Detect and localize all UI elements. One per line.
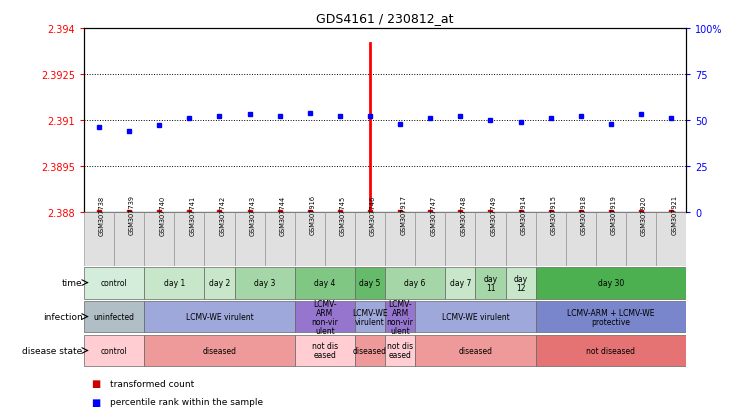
Text: GSM307749: GSM307749 bbox=[491, 195, 496, 235]
Bar bbox=[355, 212, 385, 266]
Text: infection: infection bbox=[43, 312, 82, 321]
Text: not diseased: not diseased bbox=[586, 346, 635, 355]
Bar bbox=[626, 212, 656, 266]
Bar bbox=[295, 335, 355, 367]
Text: GSM307740: GSM307740 bbox=[159, 195, 165, 235]
Text: day
11: day 11 bbox=[483, 274, 498, 292]
Text: GSM307744: GSM307744 bbox=[280, 195, 285, 235]
Bar bbox=[325, 212, 355, 266]
Bar bbox=[174, 212, 204, 266]
Text: GSM307918: GSM307918 bbox=[581, 195, 587, 235]
Text: GSM307738: GSM307738 bbox=[99, 195, 105, 235]
Text: GSM307916: GSM307916 bbox=[310, 195, 316, 235]
Bar bbox=[505, 212, 536, 266]
Bar bbox=[295, 267, 355, 299]
Bar bbox=[144, 335, 295, 367]
Bar bbox=[385, 212, 415, 266]
Bar bbox=[385, 301, 415, 333]
Text: day 7: day 7 bbox=[450, 278, 471, 287]
Bar bbox=[536, 267, 686, 299]
Text: LCMV-WE virulent: LCMV-WE virulent bbox=[442, 312, 510, 321]
Text: GSM307739: GSM307739 bbox=[129, 195, 135, 235]
Bar bbox=[295, 212, 325, 266]
Text: day 2: day 2 bbox=[209, 278, 230, 287]
Text: day 3: day 3 bbox=[254, 278, 275, 287]
Text: control: control bbox=[101, 346, 128, 355]
Text: percentile rank within the sample: percentile rank within the sample bbox=[110, 397, 263, 406]
Text: GSM307743: GSM307743 bbox=[250, 195, 256, 235]
Text: day 30: day 30 bbox=[598, 278, 624, 287]
Text: GSM307748: GSM307748 bbox=[461, 195, 466, 235]
Bar bbox=[475, 212, 505, 266]
Bar bbox=[415, 212, 445, 266]
Bar bbox=[415, 335, 536, 367]
Text: LCMV-
ARM
non-vir
ulent: LCMV- ARM non-vir ulent bbox=[312, 299, 338, 335]
Bar bbox=[596, 212, 626, 266]
Bar bbox=[505, 267, 536, 299]
Text: ■: ■ bbox=[91, 378, 101, 389]
Bar bbox=[114, 212, 145, 266]
Bar bbox=[355, 335, 385, 367]
Bar bbox=[475, 267, 505, 299]
Bar bbox=[84, 301, 144, 333]
Text: LCMV-WE virulent: LCMV-WE virulent bbox=[185, 312, 253, 321]
Text: time: time bbox=[62, 278, 82, 287]
Text: control: control bbox=[101, 278, 128, 287]
Bar bbox=[355, 267, 385, 299]
Bar bbox=[144, 267, 204, 299]
Bar bbox=[445, 212, 475, 266]
Bar bbox=[385, 335, 415, 367]
Text: day 5: day 5 bbox=[359, 278, 381, 287]
Bar bbox=[445, 267, 475, 299]
Text: GSM307746: GSM307746 bbox=[370, 195, 376, 235]
Text: not dis
eased: not dis eased bbox=[312, 342, 338, 360]
Bar bbox=[144, 212, 174, 266]
Text: GSM307917: GSM307917 bbox=[400, 195, 406, 235]
Text: LCMV-ARM + LCMV-WE
protective: LCMV-ARM + LCMV-WE protective bbox=[567, 308, 655, 326]
Bar bbox=[84, 335, 144, 367]
Text: GSM307741: GSM307741 bbox=[189, 195, 196, 235]
Text: GSM307919: GSM307919 bbox=[611, 195, 617, 235]
Text: transformed count: transformed count bbox=[110, 379, 193, 388]
Text: day
12: day 12 bbox=[513, 274, 528, 292]
Bar bbox=[234, 212, 264, 266]
Text: GDS4161 / 230812_at: GDS4161 / 230812_at bbox=[316, 12, 454, 25]
Text: GSM307745: GSM307745 bbox=[340, 195, 346, 235]
Text: diseased: diseased bbox=[458, 346, 493, 355]
Text: GSM307915: GSM307915 bbox=[550, 195, 557, 235]
Bar bbox=[204, 267, 234, 299]
Bar bbox=[144, 301, 295, 333]
Text: not dis
eased: not dis eased bbox=[387, 342, 413, 360]
Text: day 1: day 1 bbox=[164, 278, 185, 287]
Bar bbox=[84, 267, 144, 299]
Bar bbox=[566, 212, 596, 266]
Bar bbox=[415, 301, 536, 333]
Text: ■: ■ bbox=[91, 396, 101, 407]
Bar bbox=[536, 301, 686, 333]
Bar bbox=[264, 212, 295, 266]
Text: GSM307747: GSM307747 bbox=[430, 195, 437, 235]
Bar bbox=[84, 212, 114, 266]
Text: GSM307920: GSM307920 bbox=[641, 195, 647, 235]
Text: LCMV-WE
virulent: LCMV-WE virulent bbox=[352, 308, 388, 326]
Text: day 4: day 4 bbox=[314, 278, 336, 287]
Bar bbox=[295, 301, 355, 333]
Text: diseased: diseased bbox=[353, 346, 387, 355]
Bar bbox=[536, 212, 566, 266]
Bar bbox=[656, 212, 686, 266]
Text: LCMV-
ARM
non-vir
ulent: LCMV- ARM non-vir ulent bbox=[387, 299, 414, 335]
Text: disease state: disease state bbox=[22, 346, 82, 355]
Bar bbox=[234, 267, 295, 299]
Text: GSM307914: GSM307914 bbox=[520, 195, 526, 235]
Text: diseased: diseased bbox=[202, 346, 237, 355]
Text: day 6: day 6 bbox=[404, 278, 426, 287]
Text: GSM307921: GSM307921 bbox=[671, 195, 677, 235]
Text: GSM307742: GSM307742 bbox=[220, 195, 226, 235]
Bar bbox=[204, 212, 234, 266]
Text: uninfected: uninfected bbox=[93, 312, 134, 321]
Bar bbox=[355, 301, 385, 333]
Bar bbox=[385, 267, 445, 299]
Bar bbox=[536, 335, 686, 367]
